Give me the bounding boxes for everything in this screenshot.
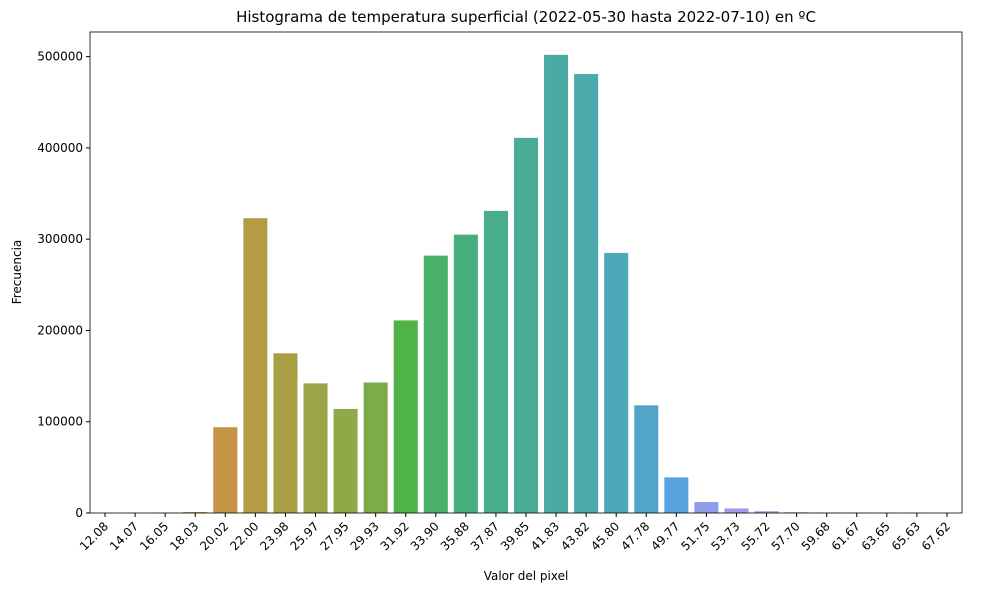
bar — [634, 405, 659, 513]
bar — [483, 210, 508, 513]
y-tick-label: 500000 — [37, 50, 83, 64]
bar — [333, 408, 358, 513]
x-tick-label: 67.62 — [919, 519, 953, 553]
bar — [363, 382, 388, 513]
x-tick-label: 14.07 — [107, 519, 141, 553]
x-axis-label: Valor del pixel — [484, 569, 569, 583]
bar — [724, 508, 749, 513]
bar — [393, 320, 418, 513]
chart-title: Histograma de temperatura superficial (2… — [236, 8, 816, 26]
x-tick-label: 20.02 — [197, 519, 231, 553]
plot-frame — [89, 31, 963, 514]
x-tick-label: 12.08 — [77, 519, 111, 553]
bar — [574, 73, 599, 514]
bar — [423, 255, 448, 513]
x-tick-label: 16.05 — [137, 519, 171, 553]
bar — [183, 512, 208, 513]
x-tick-label: 35.88 — [438, 519, 472, 553]
y-tick-label: 0 — [75, 506, 83, 520]
bar — [604, 252, 629, 514]
x-tick-label: 29.93 — [348, 519, 382, 553]
y-tick-label: 400000 — [37, 141, 83, 155]
bar — [303, 383, 328, 513]
x-tick-label: 57.70 — [769, 519, 803, 553]
bar — [213, 427, 238, 513]
x-tick-label: 27.95 — [318, 519, 352, 553]
y-axis-label: Frecuencia — [10, 240, 24, 305]
x-tick-label: 25.97 — [287, 519, 321, 553]
x-tick-label: 53.73 — [708, 519, 742, 553]
x-tick-label: 37.87 — [468, 519, 502, 553]
bar — [243, 218, 268, 513]
x-tick-label: 18.03 — [167, 519, 201, 553]
y-tick-label: 300000 — [37, 232, 83, 246]
bar — [544, 54, 569, 513]
x-tick-label: 47.78 — [618, 519, 652, 553]
bar — [273, 353, 298, 513]
x-tick-label: 33.90 — [408, 519, 442, 553]
x-tick-label: 22.00 — [227, 519, 261, 553]
x-tick-label: 55.72 — [738, 519, 772, 553]
x-tick-label: 45.80 — [588, 519, 622, 553]
x-tick-label: 23.98 — [257, 519, 291, 553]
x-tick-label: 43.82 — [558, 519, 592, 553]
x-tick-label: 59.68 — [799, 519, 833, 553]
bar — [453, 234, 478, 514]
x-tick-label: 31.92 — [378, 519, 412, 553]
bar — [694, 502, 719, 513]
x-tick-label: 49.77 — [648, 519, 682, 553]
bar — [754, 511, 779, 513]
bar — [513, 137, 539, 513]
bar — [664, 477, 689, 513]
x-tick-label: 61.67 — [829, 519, 863, 553]
y-tick-label: 100000 — [37, 415, 83, 429]
x-tick-label: 51.75 — [678, 519, 712, 553]
y-tick-label: 200000 — [37, 323, 83, 337]
x-tick-label: 63.65 — [859, 519, 893, 553]
x-tick-label: 41.83 — [528, 519, 562, 553]
x-tick-label: 65.63 — [889, 519, 923, 553]
x-tick-label: 39.85 — [498, 519, 532, 553]
